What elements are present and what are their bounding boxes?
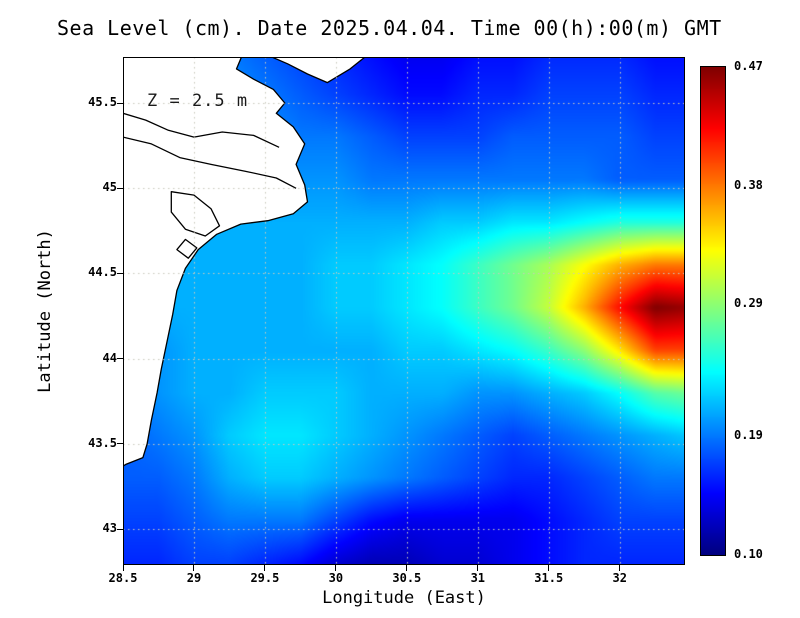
- x-tick-mark: [406, 565, 408, 571]
- colorbar-tick-label: 0.19: [734, 428, 763, 443]
- x-tick-mark: [335, 565, 337, 571]
- x-tick-label: 31: [470, 571, 486, 585]
- x-axis-label: Longitude (East): [322, 588, 486, 608]
- x-tick-label: 28.5: [108, 571, 138, 585]
- y-tick-mark: [117, 187, 123, 189]
- x-tick-mark: [122, 565, 124, 571]
- x-tick-mark: [477, 565, 479, 571]
- y-tick-label: 43.5: [88, 435, 117, 450]
- y-tick-mark: [117, 358, 123, 360]
- y-tick-mark: [117, 443, 123, 445]
- plot-area: Z = 2.5 m: [123, 57, 685, 565]
- x-tick-label: 30: [328, 571, 344, 585]
- x-tick-label: 31.5: [534, 571, 564, 585]
- y-tick-mark: [117, 528, 123, 530]
- y-tick-mark: [117, 272, 123, 274]
- x-tick-label: 32: [612, 571, 627, 585]
- x-tick-label: 30.5: [392, 571, 422, 585]
- x-tick-mark: [193, 565, 195, 571]
- y-tick-label: 44: [102, 350, 117, 365]
- y-tick-label: 44.5: [88, 265, 117, 280]
- x-tick-label: 29: [186, 571, 202, 585]
- gridlines-canvas: [123, 57, 685, 565]
- y-axis-label: Latitude (North): [35, 229, 55, 393]
- y-tick-mark: [117, 102, 123, 104]
- colorbar-tick-label: 0.38: [734, 177, 763, 192]
- x-tick-mark: [548, 565, 550, 571]
- y-tick-label: 45: [102, 180, 117, 195]
- y-tick-label: 43: [102, 521, 117, 536]
- x-tick-mark: [619, 565, 621, 571]
- x-tick-mark: [264, 565, 266, 571]
- colorbar-gradient: [701, 67, 725, 555]
- colorbar-tick-label: 0.47: [734, 59, 763, 73]
- colorbar-tick-label: 0.29: [734, 296, 763, 311]
- y-tick-label: 45.5: [88, 95, 117, 110]
- colorbar: [700, 66, 726, 556]
- chart-title: Sea Level (cm). Date 2025.04.04. Time 00…: [57, 16, 722, 40]
- depth-annotation: Z = 2.5 m: [147, 91, 249, 111]
- x-tick-label: 29.5: [250, 571, 280, 585]
- colorbar-tick-label: 0.10: [734, 547, 763, 561]
